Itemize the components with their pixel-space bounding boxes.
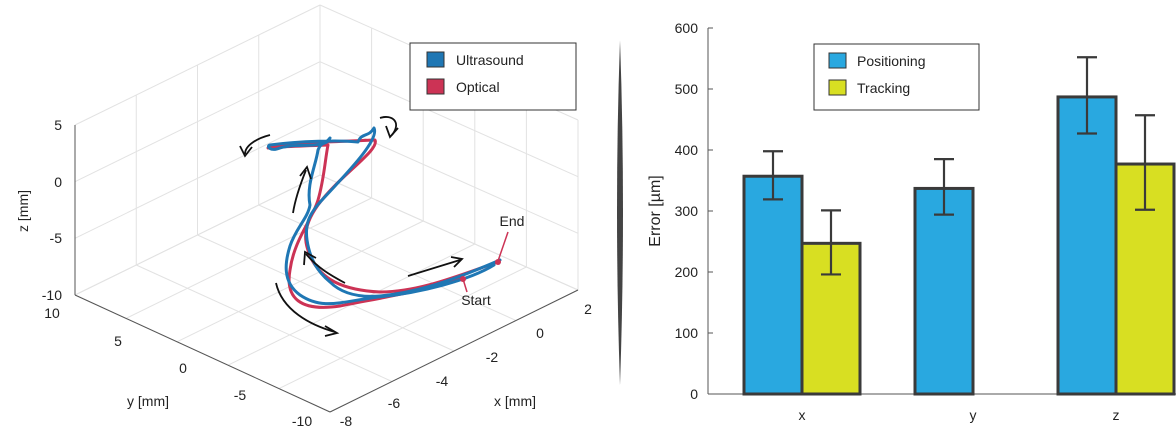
grid-line xyxy=(136,264,393,382)
bars xyxy=(742,95,1176,396)
z-ticks: 5 0 -5 -10 xyxy=(42,117,62,303)
optical-trajectory xyxy=(266,138,500,309)
arrow xyxy=(275,282,336,333)
x-tick-label: 0 xyxy=(536,325,544,341)
y-tick-label: 300 xyxy=(675,203,699,219)
legend-bar: Positioning Tracking xyxy=(813,43,980,111)
x-tick-label: -6 xyxy=(388,395,401,411)
x-tick-label: x xyxy=(799,407,806,423)
y-tick-label: 100 xyxy=(675,325,699,341)
start-marker xyxy=(460,276,466,282)
legend-swatch-optical xyxy=(426,78,445,95)
x-tick-label: -8 xyxy=(340,413,353,428)
panel-divider xyxy=(617,40,623,385)
arrow-head xyxy=(385,125,399,139)
grid-line xyxy=(319,117,579,234)
y-tick-label: 500 xyxy=(675,81,699,97)
bar-y-axis-label: Error [µm] xyxy=(647,175,664,246)
y-tick-label: 0 xyxy=(690,386,698,402)
y-tick-label: 400 xyxy=(675,142,699,158)
end-marker xyxy=(495,259,501,265)
bar-positioning xyxy=(913,186,975,396)
trajectory-plot: 5 0 -5 -10 z [mm] 10 5 0 -5 -10 y [mm] 2… xyxy=(15,4,592,428)
grid-line xyxy=(197,234,455,352)
legend-label-optical: Optical xyxy=(456,79,500,95)
bar-positioning xyxy=(1056,95,1118,396)
z-tick-label: -5 xyxy=(50,230,63,246)
x-tick-label: 2 xyxy=(584,301,592,317)
legend-swatch-positioning xyxy=(828,52,847,69)
grid-line xyxy=(74,61,321,183)
grid-line xyxy=(125,197,372,319)
bar-positioning xyxy=(742,174,804,396)
x-tick-label: -4 xyxy=(436,373,449,389)
grid-line xyxy=(176,220,424,343)
y-tick-label: 600 xyxy=(675,20,699,36)
error-bar-chart: 0 100 200 300 400 500 600 Error [µm] x y z Posit… xyxy=(647,20,1176,423)
y-ticks: 10 5 0 -5 -10 xyxy=(44,305,312,428)
y-tick-label: 200 xyxy=(675,264,699,280)
z-axis-label: z [mm] xyxy=(15,190,31,232)
bar-x-ticks: x y z xyxy=(799,407,1120,423)
grid-line xyxy=(74,174,321,296)
direction-arrows xyxy=(239,116,464,337)
z-tick-label: 5 xyxy=(54,117,62,133)
legend-3d: Ultrasound Optical xyxy=(409,42,577,111)
grid-line xyxy=(319,61,579,178)
grid-line xyxy=(278,266,527,390)
y-tick-label: 5 xyxy=(114,333,122,349)
z-tick-label: 0 xyxy=(54,174,62,190)
legend-label-ultrasound: Ultrasound xyxy=(456,52,524,68)
x-tick-label: z xyxy=(1113,407,1120,423)
plot3d-axes xyxy=(74,125,579,413)
y-axis-label: y [mm] xyxy=(127,393,169,409)
z-tick-label: -10 xyxy=(42,287,62,303)
x-axis-label: x [mm] xyxy=(494,393,536,409)
legend-label-tracking: Tracking xyxy=(857,80,910,96)
arrow xyxy=(305,253,346,284)
x-ticks: 2 0 -2 -4 -6 -8 xyxy=(340,301,592,428)
arrow-head xyxy=(450,256,464,268)
arrow-head xyxy=(239,145,253,158)
ultrasound-trajectory xyxy=(266,126,502,306)
x-tick-label: -2 xyxy=(486,349,499,365)
start-label: Start xyxy=(461,292,491,308)
arrow xyxy=(244,134,271,155)
legend-swatch-tracking xyxy=(828,79,847,96)
end-label: End xyxy=(500,213,525,229)
arrow xyxy=(407,259,461,277)
x-axis-line xyxy=(329,289,579,413)
bar-y-ticks: 0 100 200 300 400 500 600 xyxy=(675,20,713,402)
x-tick-label: y xyxy=(970,407,977,423)
y-tick-label: -5 xyxy=(234,387,247,403)
error-bars xyxy=(763,56,1155,276)
arrow-head xyxy=(299,165,312,180)
y-tick-label: 0 xyxy=(179,360,187,376)
y-tick-label: 10 xyxy=(44,305,60,321)
arrow xyxy=(292,169,307,214)
end-leader xyxy=(497,231,509,262)
y-tick-label: -10 xyxy=(292,413,312,428)
grid-line xyxy=(74,4,321,126)
legend-label-positioning: Positioning xyxy=(857,53,926,69)
y-axis-line xyxy=(74,294,331,413)
grid-line xyxy=(74,117,321,239)
grid-line xyxy=(319,174,579,291)
arrow-head xyxy=(303,250,317,266)
arrow-head xyxy=(324,325,340,337)
legend-swatch-ultrasound xyxy=(426,51,445,68)
